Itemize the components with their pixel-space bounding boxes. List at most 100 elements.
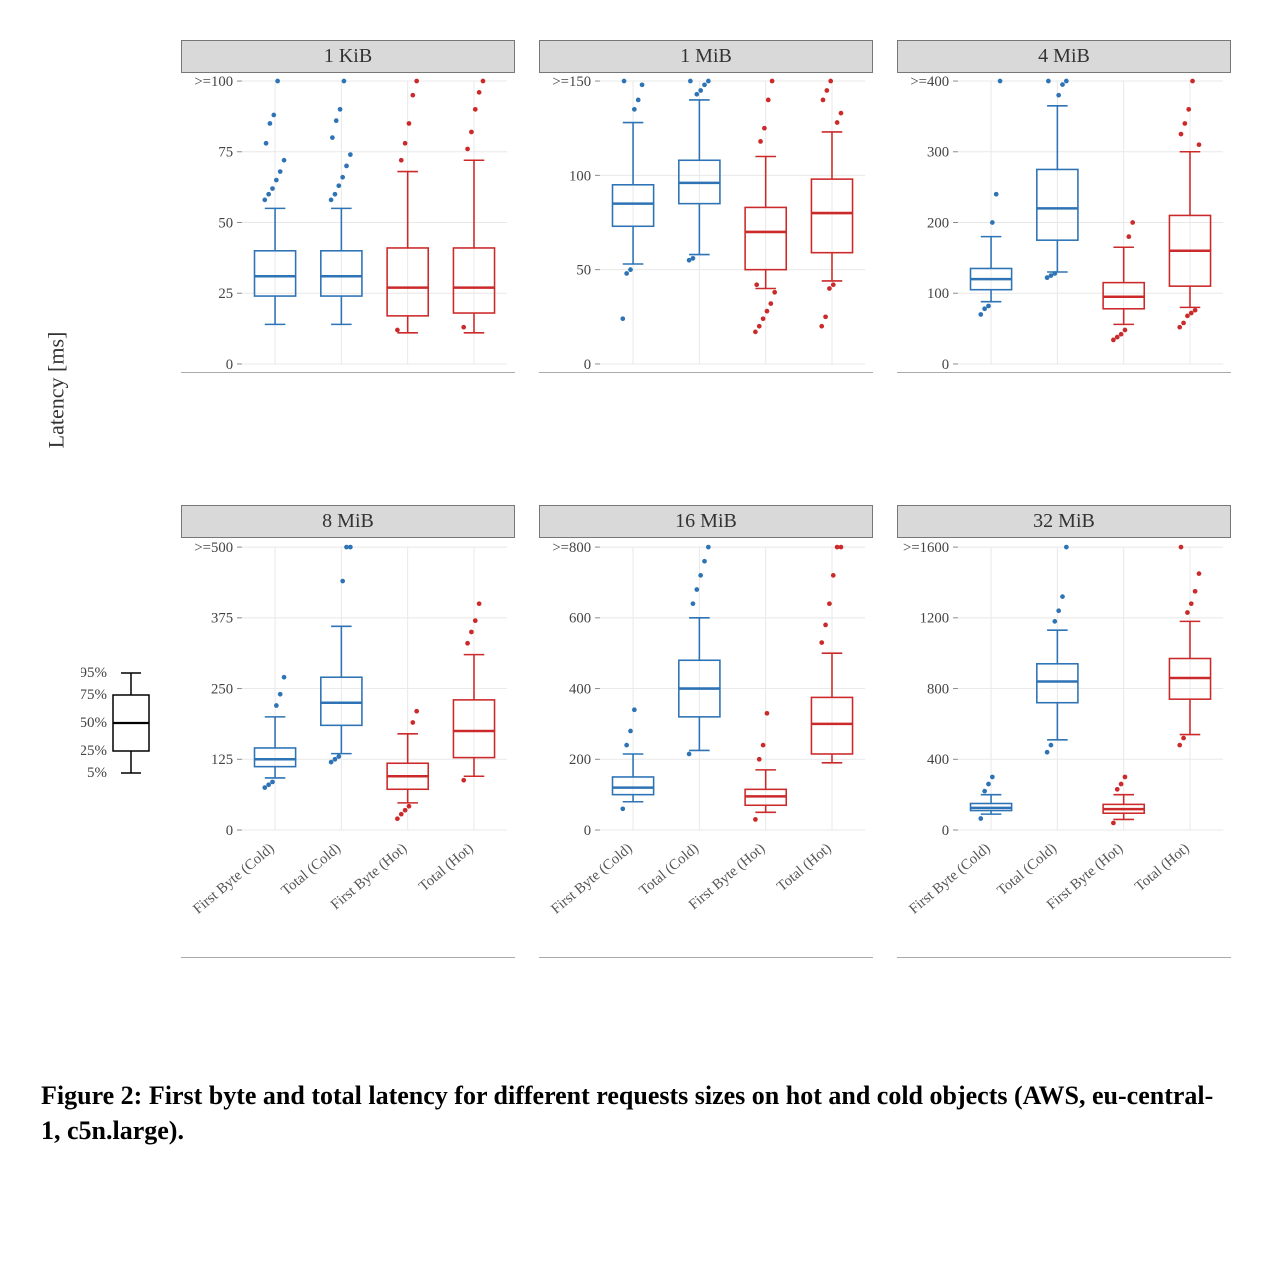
outlier-point xyxy=(620,316,625,321)
outlier-point xyxy=(336,754,341,759)
panel: 4 MiB0100200300>=400 xyxy=(897,40,1231,493)
panel: 16 MiB0200400600>=800First Byte (Cold)To… xyxy=(539,505,873,958)
outlier-point xyxy=(1130,220,1135,225)
panel-body: 050100>=150 xyxy=(539,73,873,373)
outlier-point xyxy=(1186,107,1191,112)
outlier-point xyxy=(1181,736,1186,741)
outlier-point xyxy=(994,192,999,197)
y-tick-label: 1200 xyxy=(920,611,949,627)
panel-title: 1 MiB xyxy=(539,40,873,73)
outlier-point xyxy=(282,158,287,163)
panel-svg: 0200400600>=800First Byte (Cold)Total (C… xyxy=(539,538,873,957)
outlier-point xyxy=(636,98,641,103)
y-tick-label: 0 xyxy=(226,357,233,373)
outlier-point xyxy=(469,630,474,635)
outlier-point xyxy=(1177,325,1182,330)
panel: 1 KiB0255075>=100 xyxy=(181,40,515,493)
outlier-point xyxy=(334,118,339,123)
y-axis-label: Latency [ms] xyxy=(43,332,69,449)
outlier-point xyxy=(1064,545,1069,550)
y-tick-label: 100 xyxy=(569,168,591,184)
y-tick-label: 75 xyxy=(218,145,233,161)
y-tick-label: 250 xyxy=(211,681,233,697)
outlier-point xyxy=(395,816,400,821)
outlier-point xyxy=(706,545,711,550)
outlier-point xyxy=(819,640,824,645)
outlier-point xyxy=(1197,571,1202,576)
outlier-point xyxy=(403,808,408,813)
y-tick-label: 800 xyxy=(927,681,949,697)
outlier-point xyxy=(461,325,466,330)
outlier-point xyxy=(395,328,400,333)
outlier-point xyxy=(982,789,987,794)
outlier-point xyxy=(1190,79,1195,84)
outlier-point xyxy=(827,601,832,606)
panel-svg: 04008001200>=1600First Byte (Cold)Total … xyxy=(897,538,1231,957)
y-tick-label: 600 xyxy=(569,611,591,627)
outlier-point xyxy=(348,545,353,550)
outlier-point xyxy=(266,782,271,787)
outlier-point xyxy=(1049,743,1054,748)
y-tick-label: 0 xyxy=(584,823,591,839)
outlier-point xyxy=(990,775,995,780)
outlier-point xyxy=(477,90,482,95)
outlier-point xyxy=(823,623,828,628)
outlier-point xyxy=(414,79,419,84)
outlier-point xyxy=(1056,608,1061,613)
outlier-point xyxy=(278,169,283,174)
outlier-point xyxy=(978,816,983,821)
outlier-point xyxy=(340,175,345,180)
outlier-point xyxy=(344,164,349,169)
outlier-point xyxy=(831,573,836,578)
outlier-point xyxy=(333,192,338,197)
outlier-point xyxy=(753,817,758,822)
outlier-point xyxy=(990,220,995,225)
outlier-point xyxy=(473,618,478,623)
y-tick-label: >=150 xyxy=(552,74,591,90)
outlier-point xyxy=(1181,321,1186,326)
outlier-point xyxy=(754,282,759,287)
legend-95: 95% xyxy=(81,665,107,681)
outlier-point xyxy=(477,601,482,606)
outlier-point xyxy=(1123,328,1128,333)
outlier-point xyxy=(399,812,404,817)
outlier-point xyxy=(1052,619,1057,624)
outlier-point xyxy=(1182,121,1187,126)
outlier-point xyxy=(414,709,419,714)
y-tick-label: 0 xyxy=(226,823,233,839)
outlier-point xyxy=(410,93,415,98)
outlier-point xyxy=(762,126,767,131)
outlier-point xyxy=(410,720,415,725)
panel-body: 0255075>=100 xyxy=(181,73,515,373)
outlier-point xyxy=(270,780,275,785)
x-category-label: Total (Cold) xyxy=(278,840,344,899)
outlier-point xyxy=(274,703,279,708)
outlier-point xyxy=(839,545,844,550)
outlier-point xyxy=(1046,79,1051,84)
y-tick-label: 25 xyxy=(218,286,233,302)
outlier-point xyxy=(624,271,629,276)
outlier-point xyxy=(1179,545,1184,550)
outlier-point xyxy=(1115,787,1120,792)
x-category-label: First Byte (Cold) xyxy=(190,840,277,917)
outlier-point xyxy=(624,743,629,748)
panel-svg: 0100200300>=400 xyxy=(897,73,1231,372)
plot-area: Latency [ms] 95% 75% 50% 25% 5% xyxy=(31,40,1231,958)
outlier-point xyxy=(757,324,762,329)
outlier-point xyxy=(628,267,633,272)
outlier-point xyxy=(702,82,707,87)
panel: 1 MiB050100>=150 xyxy=(539,40,873,493)
outlier-point xyxy=(271,113,276,118)
outlier-point xyxy=(765,309,770,314)
outlier-point xyxy=(1123,775,1128,780)
panel-svg: 050100>=150 xyxy=(539,73,873,372)
x-category-label: First Byte (Cold) xyxy=(906,840,993,917)
outlier-point xyxy=(766,98,771,103)
outlier-point xyxy=(1119,332,1124,337)
panel-title: 4 MiB xyxy=(897,40,1231,73)
outlier-point xyxy=(986,304,991,309)
outlier-point xyxy=(839,111,844,116)
outlier-point xyxy=(1193,589,1198,594)
outlier-point xyxy=(1177,743,1182,748)
outlier-point xyxy=(1185,314,1190,319)
